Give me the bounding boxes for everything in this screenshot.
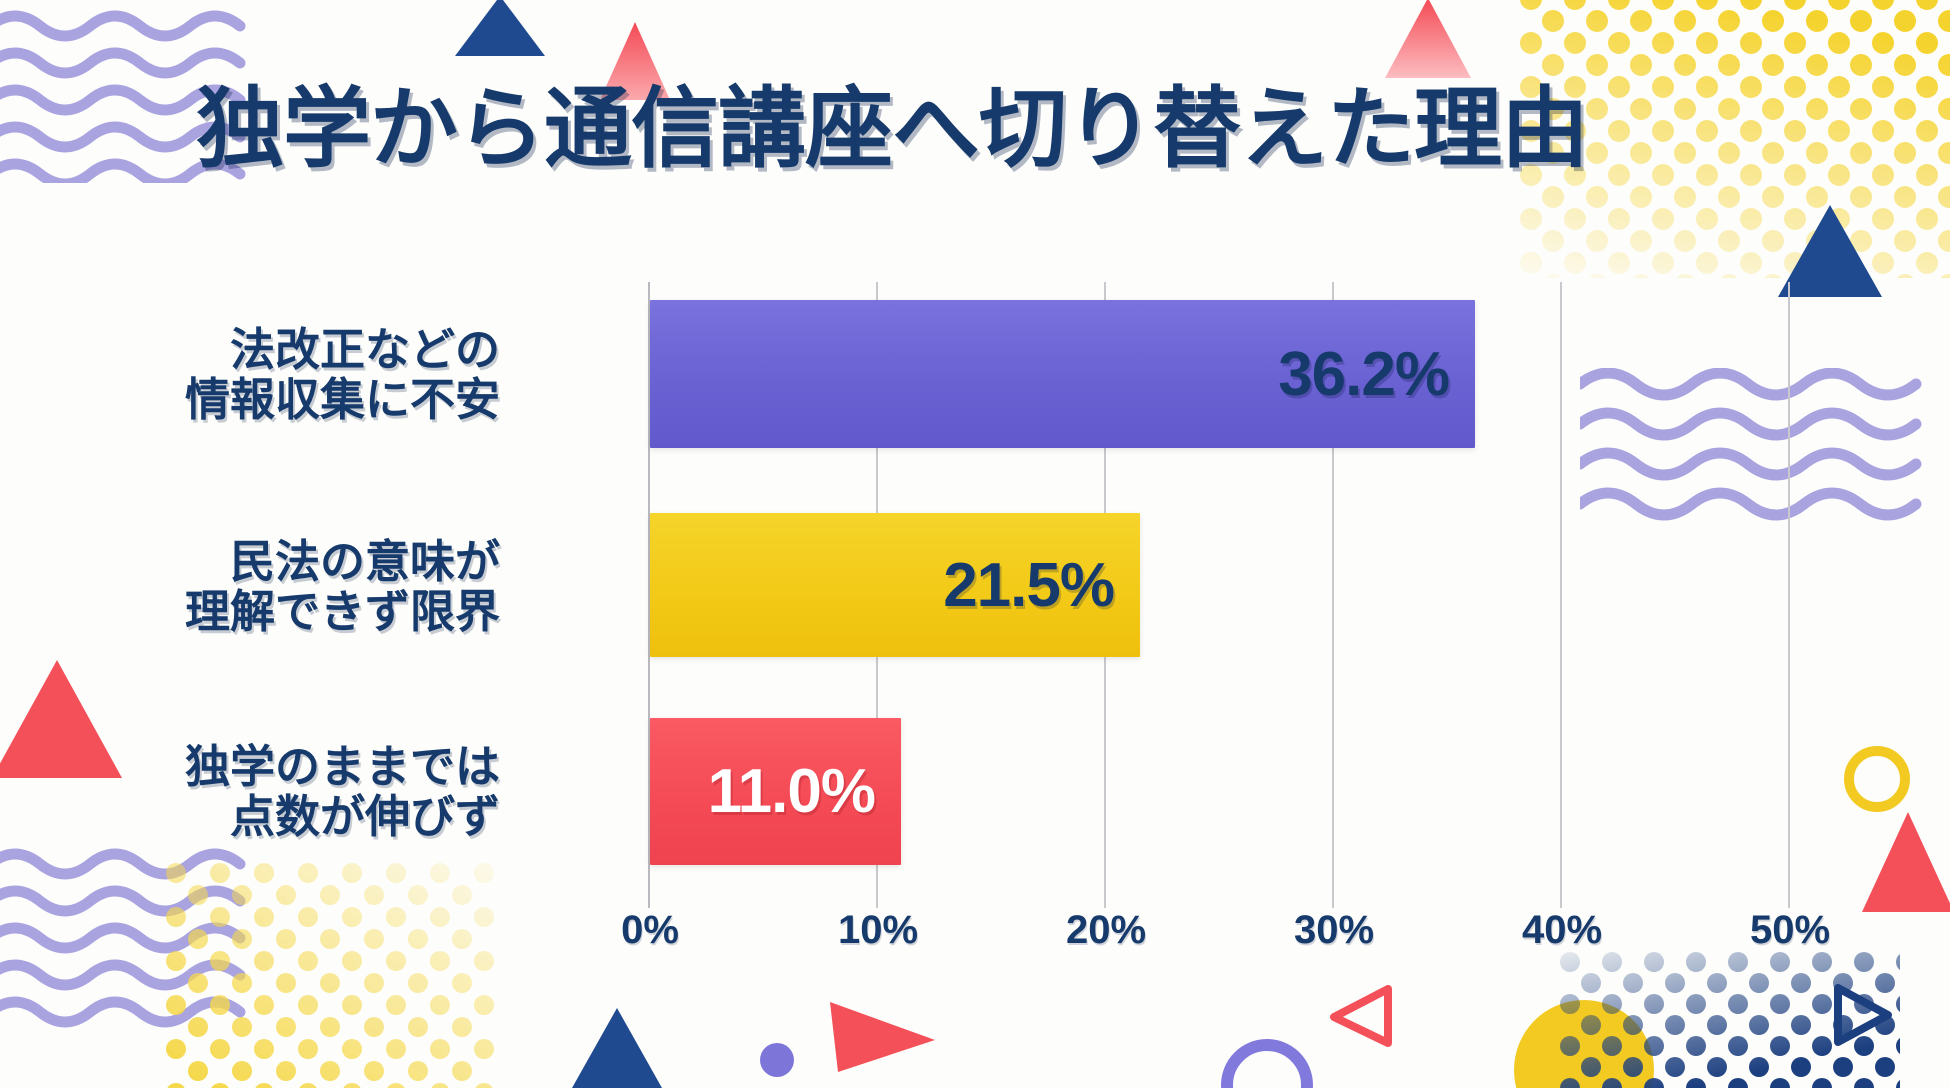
x-axis-tick-label: 50% — [1749, 908, 1831, 952]
category-label-line: 点数が伸びず — [229, 790, 500, 842]
category-label: 独学のままでは 点数が伸びず — [185, 742, 500, 841]
page-title: 独学から通信講座へ切り替えた理由 — [196, 79, 1589, 178]
bar-row[interactable]: 21.5% — [650, 513, 1140, 657]
bar-value-label: 21.5% — [943, 550, 1115, 620]
bar-row[interactable]: 36.2% — [650, 300, 1475, 448]
gridline-50 — [1788, 282, 1790, 908]
x-axis-tick-label: 20% — [1065, 908, 1147, 952]
gridline-0 — [648, 282, 650, 908]
x-axis-tick-label: 0% — [621, 908, 679, 952]
bar-value-label: 11.0% — [707, 757, 876, 826]
category-label: 民法の意味が 理解できず限界 — [185, 537, 500, 636]
x-axis-tick-label: 10% — [837, 908, 919, 952]
x-axis-tick-label: 30% — [1293, 908, 1375, 952]
gridline-30 — [1332, 282, 1334, 908]
gridline-40 — [1560, 282, 1562, 908]
category-label-line: 法改正などの — [229, 324, 500, 375]
category-label-line: 独学のままでは — [184, 741, 500, 792]
bar-row[interactable]: 11.0% — [650, 718, 901, 865]
category-label-line: 理解できず限界 — [184, 585, 500, 637]
x-axis-tick-label: 40% — [1521, 908, 1603, 952]
bar-value-label: 36.2% — [1278, 339, 1450, 409]
category-label-line: 民法の意味が — [229, 536, 500, 587]
category-label: 法改正などの 情報収集に不安 — [185, 325, 500, 424]
category-label-line: 情報収集に不安 — [184, 373, 500, 425]
